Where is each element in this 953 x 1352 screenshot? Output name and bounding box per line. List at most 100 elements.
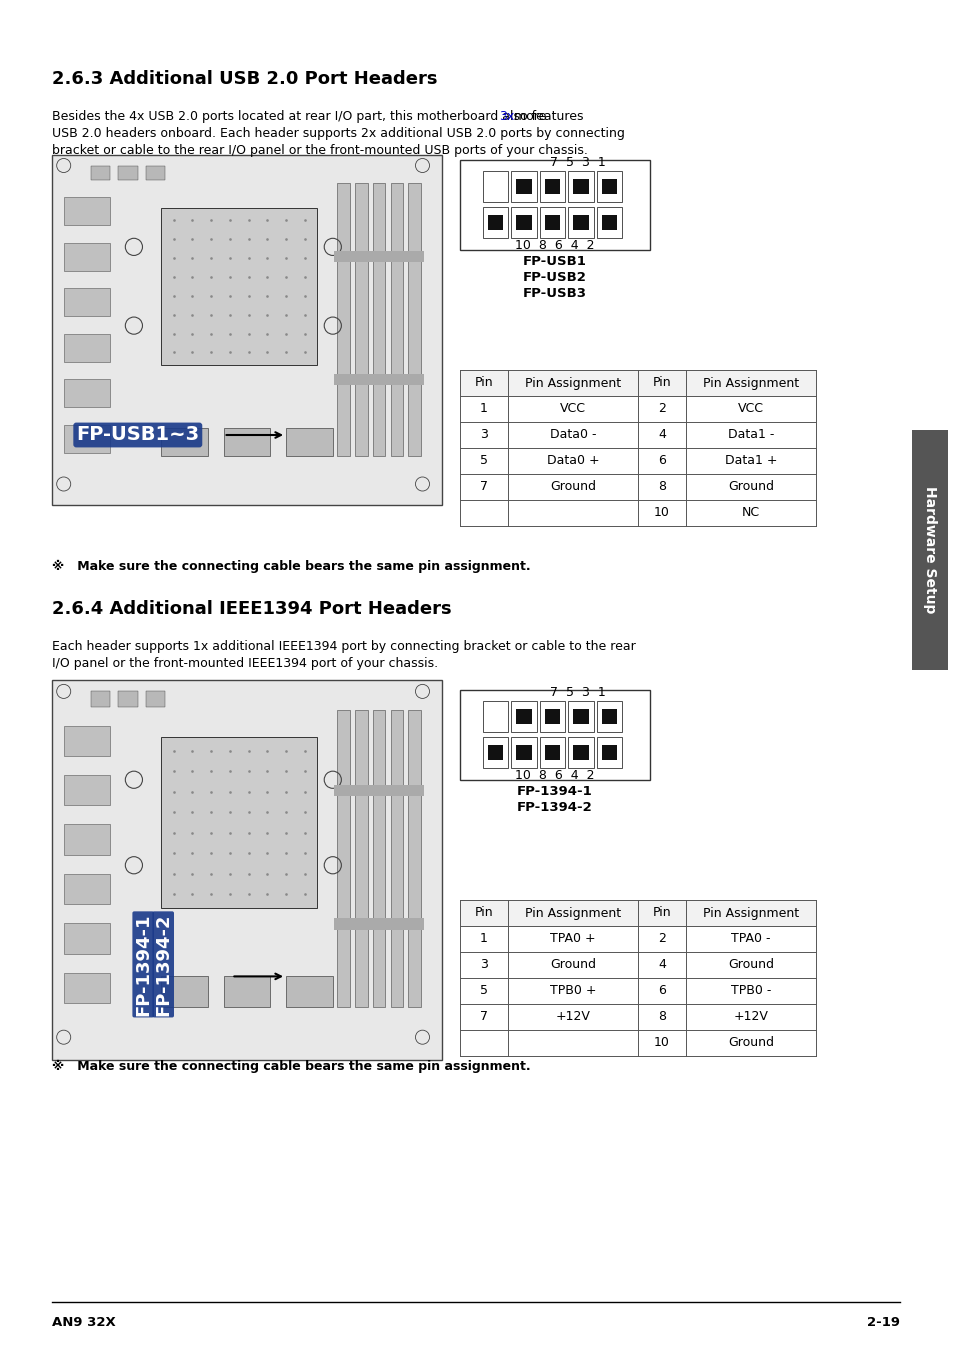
Text: Ground: Ground bbox=[550, 959, 596, 972]
Text: 2: 2 bbox=[658, 403, 665, 415]
Text: 3x: 3x bbox=[498, 110, 514, 123]
Text: 2.6.3 Additional USB 2.0 Port Headers: 2.6.3 Additional USB 2.0 Port Headers bbox=[52, 70, 437, 88]
Bar bbox=[459, 900, 815, 926]
Bar bbox=[539, 737, 565, 768]
Bar bbox=[544, 708, 559, 725]
Text: Hardware Setup: Hardware Setup bbox=[923, 487, 936, 614]
Bar bbox=[118, 165, 137, 180]
Text: 10: 10 bbox=[654, 1037, 669, 1049]
Bar bbox=[161, 737, 316, 909]
Bar bbox=[146, 165, 165, 180]
Text: +12V: +12V bbox=[733, 1010, 767, 1023]
Text: Data1 +: Data1 + bbox=[724, 454, 777, 468]
Bar bbox=[336, 183, 349, 456]
Bar bbox=[64, 197, 111, 224]
Text: Pin: Pin bbox=[652, 906, 671, 919]
Bar bbox=[544, 745, 559, 760]
Text: 8: 8 bbox=[658, 480, 665, 493]
Text: Data0 -: Data0 - bbox=[549, 429, 596, 442]
Bar bbox=[568, 207, 594, 238]
Bar bbox=[482, 737, 508, 768]
Bar bbox=[597, 207, 621, 238]
Bar bbox=[352, 918, 370, 930]
Bar bbox=[352, 251, 370, 262]
Bar bbox=[487, 215, 503, 230]
Text: Pin: Pin bbox=[475, 906, 493, 919]
Text: Ground: Ground bbox=[727, 959, 773, 972]
Bar bbox=[334, 918, 352, 930]
Bar bbox=[355, 710, 367, 1007]
Text: Pin: Pin bbox=[475, 376, 493, 389]
Text: 3: 3 bbox=[479, 429, 487, 442]
Bar bbox=[390, 710, 403, 1007]
Text: Each header supports 1x additional IEEE1394 port by connecting bracket or cable : Each header supports 1x additional IEEE1… bbox=[52, 639, 635, 653]
Bar bbox=[370, 918, 388, 930]
Bar bbox=[334, 375, 352, 385]
Bar bbox=[601, 745, 617, 760]
Text: 7: 7 bbox=[479, 1010, 488, 1023]
Bar bbox=[911, 430, 947, 671]
Bar bbox=[511, 700, 537, 733]
Bar bbox=[223, 976, 270, 1007]
Bar bbox=[573, 745, 588, 760]
Bar bbox=[388, 251, 406, 262]
Bar bbox=[573, 708, 588, 725]
Text: FP-USB2: FP-USB2 bbox=[522, 270, 586, 284]
Bar bbox=[511, 207, 537, 238]
Text: 10  8  6  4  2: 10 8 6 4 2 bbox=[515, 239, 594, 251]
Text: USB 2.0 headers onboard. Each header supports 2x additional USB 2.0 ports by con: USB 2.0 headers onboard. Each header sup… bbox=[52, 127, 624, 141]
Text: Ground: Ground bbox=[727, 480, 773, 493]
Bar bbox=[539, 700, 565, 733]
Text: 5: 5 bbox=[479, 984, 488, 998]
Text: Pin Assignment: Pin Assignment bbox=[702, 376, 799, 389]
Bar bbox=[544, 178, 559, 195]
Text: more: more bbox=[509, 110, 545, 123]
Bar bbox=[370, 251, 388, 262]
Text: Data1 -: Data1 - bbox=[727, 429, 774, 442]
Bar bbox=[405, 784, 423, 796]
Bar bbox=[64, 873, 111, 904]
Text: ※   Make sure the connecting cable bears the same pin assignment.: ※ Make sure the connecting cable bears t… bbox=[52, 1060, 530, 1073]
Text: 10: 10 bbox=[654, 507, 669, 519]
Text: 7: 7 bbox=[479, 480, 488, 493]
Bar bbox=[370, 375, 388, 385]
Bar bbox=[597, 700, 621, 733]
Bar bbox=[597, 737, 621, 768]
Text: Ground: Ground bbox=[550, 480, 596, 493]
Bar bbox=[601, 708, 617, 725]
Text: 3: 3 bbox=[479, 959, 487, 972]
Text: 2.6.4 Additional IEEE1394 Port Headers: 2.6.4 Additional IEEE1394 Port Headers bbox=[52, 600, 451, 618]
Bar bbox=[390, 183, 403, 456]
Bar bbox=[516, 745, 532, 760]
Bar bbox=[482, 700, 508, 733]
Text: bracket or cable to the rear I/O panel or the front-mounted USB ports of your ch: bracket or cable to the rear I/O panel o… bbox=[52, 145, 587, 157]
Bar bbox=[568, 170, 594, 203]
Bar bbox=[573, 215, 588, 230]
Bar bbox=[601, 178, 617, 195]
Bar bbox=[64, 288, 111, 316]
Bar bbox=[334, 784, 352, 796]
Text: TPB0 +: TPB0 + bbox=[549, 984, 596, 998]
Bar bbox=[405, 375, 423, 385]
Bar bbox=[64, 425, 111, 453]
Text: Ground: Ground bbox=[727, 1037, 773, 1049]
Bar bbox=[388, 918, 406, 930]
Text: 8: 8 bbox=[658, 1010, 665, 1023]
Bar bbox=[405, 918, 423, 930]
Bar bbox=[352, 784, 370, 796]
Text: 6: 6 bbox=[658, 984, 665, 998]
Bar bbox=[539, 207, 565, 238]
Bar bbox=[388, 784, 406, 796]
Bar bbox=[161, 429, 208, 456]
Bar bbox=[373, 183, 385, 456]
Text: 4: 4 bbox=[658, 959, 665, 972]
Text: 7  5  3  1: 7 5 3 1 bbox=[549, 685, 605, 699]
Text: I/O panel or the front-mounted IEEE1394 port of your chassis.: I/O panel or the front-mounted IEEE1394 … bbox=[52, 657, 437, 671]
Bar bbox=[64, 825, 111, 854]
Bar bbox=[482, 207, 508, 238]
Bar bbox=[516, 708, 532, 725]
Bar bbox=[161, 976, 208, 1007]
Text: TPA0 -: TPA0 - bbox=[731, 933, 770, 945]
Bar bbox=[64, 972, 111, 1003]
Bar bbox=[544, 215, 559, 230]
